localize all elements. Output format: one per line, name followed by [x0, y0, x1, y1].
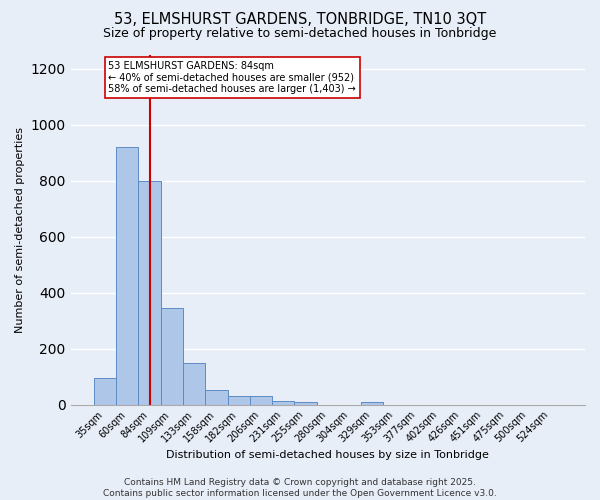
Bar [139, 181, 161, 404]
X-axis label: Distribution of semi-detached houses by size in Tonbridge: Distribution of semi-detached houses by … [166, 450, 489, 460]
Bar [116, 148, 139, 404]
Text: Size of property relative to semi-detached houses in Tonbridge: Size of property relative to semi-detach… [103, 28, 497, 40]
Bar [272, 401, 295, 404]
Text: 53 ELMSHURST GARDENS: 84sqm
← 40% of semi-detached houses are smaller (952)
58% : 53 ELMSHURST GARDENS: 84sqm ← 40% of sem… [109, 60, 356, 94]
Bar [205, 390, 227, 404]
Bar [94, 378, 116, 404]
Y-axis label: Number of semi-detached properties: Number of semi-detached properties [15, 127, 25, 333]
Text: 53, ELMSHURST GARDENS, TONBRIDGE, TN10 3QT: 53, ELMSHURST GARDENS, TONBRIDGE, TN10 3… [114, 12, 486, 28]
Bar [227, 396, 250, 404]
Bar [295, 402, 317, 404]
Bar [183, 362, 205, 405]
Bar [361, 402, 383, 404]
Bar [250, 396, 272, 404]
Bar [161, 308, 183, 404]
Text: Contains HM Land Registry data © Crown copyright and database right 2025.
Contai: Contains HM Land Registry data © Crown c… [103, 478, 497, 498]
